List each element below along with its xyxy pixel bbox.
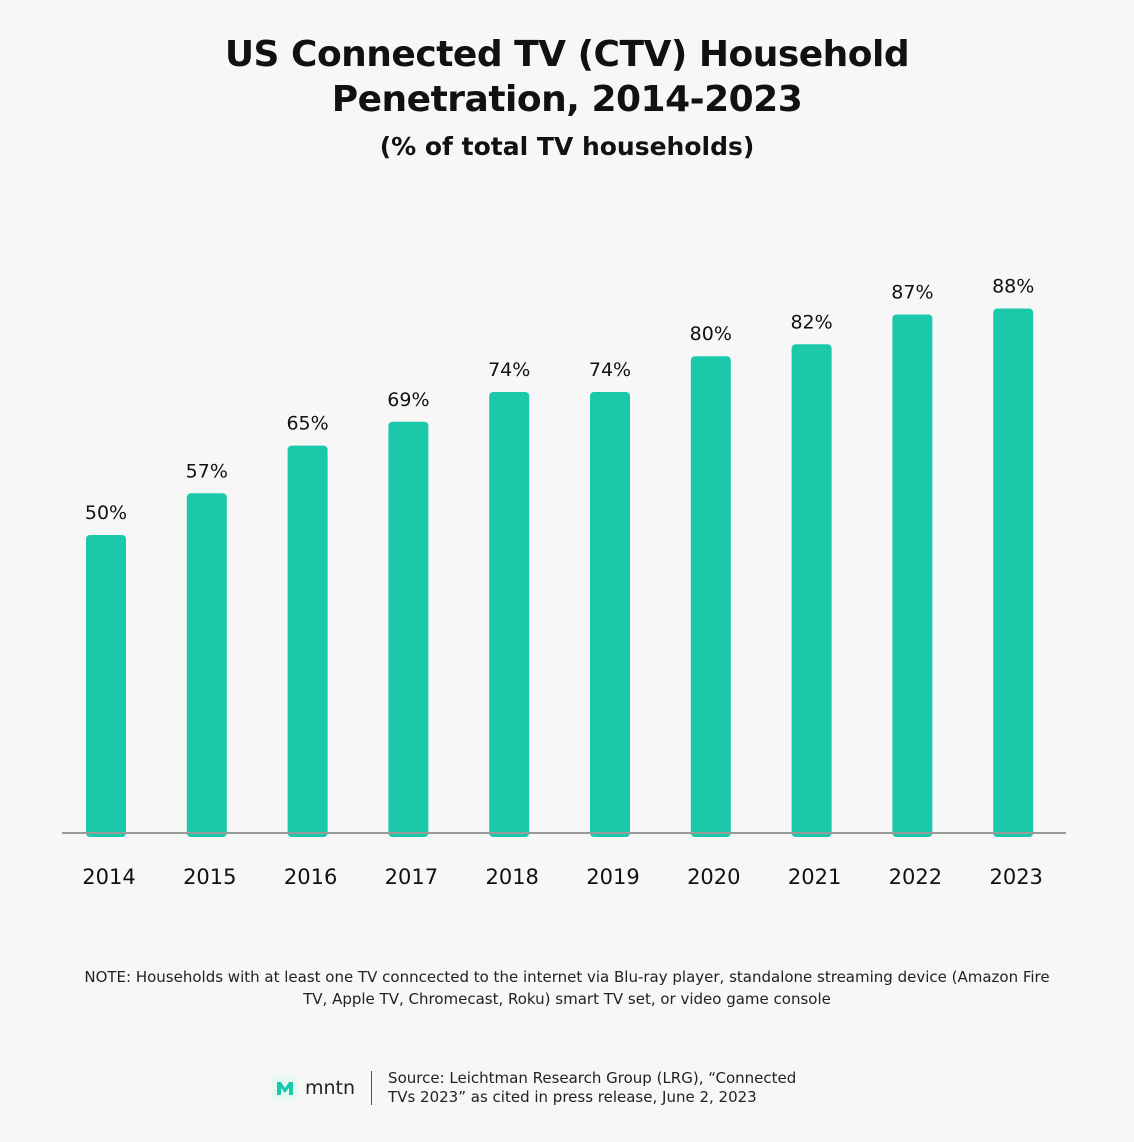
data-label-2022: 87% xyxy=(891,281,933,303)
footer: mntn Source: Leichtman Research Group (L… xyxy=(272,1066,878,1110)
bar-2019 xyxy=(590,391,630,837)
x-tick-2021: 2021 xyxy=(788,865,841,889)
data-label-2016: 65% xyxy=(286,413,328,435)
data-label-2023: 88% xyxy=(992,276,1034,298)
x-tick-2017: 2017 xyxy=(385,865,438,889)
data-label-2021: 82% xyxy=(790,311,832,333)
bar-2018 xyxy=(489,391,530,837)
logo-text: mntn xyxy=(305,1077,356,1099)
mntn-m-logo-icon xyxy=(272,1075,298,1101)
x-tick-labels-group: 2014 2015 2016 2017 2018 2019 2020 2021 2022 2023 xyxy=(82,865,1043,889)
x-tick-2016: 2016 xyxy=(284,865,337,889)
source-line-2: TVs 2023” as cited in press release, Jun… xyxy=(388,1088,757,1106)
bar-2017 xyxy=(388,421,429,837)
bar-labels-group: 50% 57% 65% 69% 74% 74% 80% 82% 87% 88% xyxy=(85,276,1034,524)
footer-divider xyxy=(371,1071,373,1105)
bar-2023 xyxy=(993,308,1034,837)
source-line-1: Source: Leichtman Research Group (LRG), … xyxy=(388,1069,797,1087)
data-label-2020: 80% xyxy=(690,323,732,345)
bar-chart: 50%57%65%69%74% 74%80%82%87% 88% 2014 2015 2… xyxy=(62,276,1066,889)
bar-2016 xyxy=(287,445,328,837)
x-tick-2019: 2019 xyxy=(586,865,639,889)
x-tick-2018: 2018 xyxy=(485,865,538,889)
data-label-2015: 57% xyxy=(186,460,228,482)
data-label-2014: 50% xyxy=(85,502,127,524)
chart-subtitle: (% of total TV households) xyxy=(379,132,755,161)
chart-title-line-2: Penetration, 2014-2023 xyxy=(331,79,803,120)
bar-2022 xyxy=(892,314,933,838)
x-tick-2023: 2023 xyxy=(989,865,1042,889)
x-tick-2020: 2020 xyxy=(687,865,740,889)
bar-2021 xyxy=(791,344,832,837)
chart-title-line-1: US Connected TV (CTV) Household xyxy=(224,34,910,75)
logo-glyph xyxy=(277,1082,293,1095)
data-label-2018: 74% xyxy=(488,359,530,381)
data-label-2019: 74% xyxy=(589,359,631,381)
chart-note: NOTE: Households with at least one TV co… xyxy=(84,968,1050,1008)
bars-group xyxy=(86,308,1034,838)
data-label-2017: 69% xyxy=(387,389,429,411)
brand-logo: mntn xyxy=(272,1075,355,1101)
bar-2014 xyxy=(86,535,126,837)
bar-2015 xyxy=(186,493,227,837)
source-citation: Source: Leichtman Research Group (LRG), … xyxy=(388,1069,878,1107)
bar-2020 xyxy=(690,356,731,837)
x-tick-2015: 2015 xyxy=(183,865,236,889)
x-tick-2022: 2022 xyxy=(889,865,942,889)
x-tick-2014: 2014 xyxy=(82,865,135,889)
chart-title: US Connected TV (CTV) Household Penetrati… xyxy=(0,32,1134,122)
